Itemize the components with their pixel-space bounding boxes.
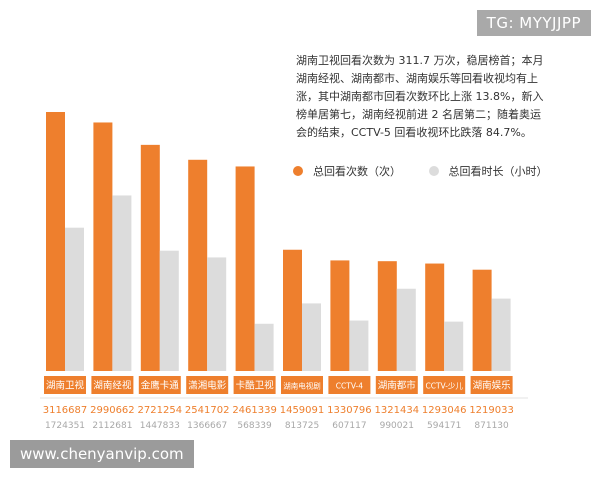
value-label-views-6: 1330796 bbox=[327, 405, 372, 416]
legend-swatch-views bbox=[293, 166, 303, 176]
value-label-views-7: 1321434 bbox=[375, 405, 420, 416]
bar-duration-5 bbox=[302, 303, 321, 371]
value-label-duration-4: 568339 bbox=[237, 421, 272, 431]
category-label-box-7 bbox=[375, 376, 418, 394]
category-label-9: 湖南娱乐 bbox=[473, 380, 512, 392]
category-label-5: 湖南电视剧 bbox=[283, 381, 321, 391]
bar-duration-6 bbox=[349, 320, 369, 371]
value-label-duration-9: 871130 bbox=[474, 421, 509, 431]
value-label-views-4: 2461339 bbox=[232, 405, 277, 416]
value-label-duration-5: 813725 bbox=[285, 421, 319, 431]
category-label-box-2 bbox=[138, 376, 181, 394]
category-label-box-3 bbox=[186, 376, 229, 394]
category-label-box-0 bbox=[44, 376, 86, 394]
value-label-views-2: 2721254 bbox=[138, 405, 183, 416]
bar-views-4 bbox=[235, 166, 255, 371]
tg-watermark: TG: MYYJJPP bbox=[476, 10, 591, 36]
legend-label-duration: 总回看时长（小时） bbox=[448, 165, 548, 178]
bar-views-8 bbox=[425, 263, 445, 371]
bar-views-2 bbox=[140, 144, 160, 371]
bar-duration-8 bbox=[444, 321, 464, 371]
bar-duration-2 bbox=[159, 250, 179, 371]
bar-duration-9 bbox=[491, 298, 511, 371]
bar-views-5 bbox=[283, 249, 302, 371]
category-label-8: CCTV-少儿 bbox=[425, 382, 463, 391]
bar-views-1 bbox=[93, 122, 113, 371]
value-label-duration-6: 607117 bbox=[332, 421, 366, 431]
legend: 总回看次数（次） 总回看时长（小时） bbox=[293, 163, 572, 179]
category-label-4: 卡酷卫视 bbox=[236, 380, 275, 392]
value-label-duration-2: 1447833 bbox=[140, 421, 180, 431]
bar-views-6 bbox=[330, 260, 350, 371]
bar-duration-3 bbox=[207, 257, 227, 371]
site-watermark: www.chenyanvip.com bbox=[10, 440, 194, 468]
category-label-box-9 bbox=[470, 376, 513, 394]
value-label-duration-0: 1724351 bbox=[45, 421, 85, 431]
bar-views-0 bbox=[46, 112, 65, 371]
value-label-views-0: 3116687 bbox=[43, 405, 88, 416]
category-label-box-6 bbox=[328, 376, 371, 394]
category-label-box-1 bbox=[91, 376, 134, 394]
category-label-2: 金鹰卡通 bbox=[141, 380, 180, 392]
value-label-duration-3: 1366667 bbox=[187, 421, 227, 431]
value-label-views-9: 1219033 bbox=[469, 405, 514, 416]
category-label-1: 湖南经视 bbox=[93, 380, 132, 392]
bar-duration-0 bbox=[65, 227, 84, 371]
value-label-views-1: 2990662 bbox=[90, 405, 135, 416]
value-label-views-5: 1459091 bbox=[280, 405, 325, 416]
value-label-views-8: 1293046 bbox=[422, 405, 467, 416]
annotation-text: 湖南卫视回看次数为 311.7 万次，稳居榜首；本月 湖南经视、湖南都市、湖南娱… bbox=[296, 54, 544, 139]
category-label-7: 湖南都市 bbox=[378, 380, 417, 392]
value-label-views-3: 2541702 bbox=[185, 405, 230, 416]
bar-views-7 bbox=[377, 261, 397, 371]
value-label-duration-7: 990021 bbox=[380, 421, 414, 431]
category-label-box-5 bbox=[281, 376, 323, 394]
bar-views-9 bbox=[472, 269, 492, 371]
legend-swatch-duration bbox=[428, 166, 439, 176]
legend-item-duration: 总回看时长（小时） bbox=[428, 163, 548, 179]
value-label-duration-8: 594171 bbox=[427, 421, 461, 431]
legend-item-views: 总回看次数（次） bbox=[293, 163, 401, 179]
category-label-3: 潇湘电影 bbox=[188, 380, 227, 392]
bar-duration-7 bbox=[396, 288, 416, 371]
legend-label-views: 总回看次数（次） bbox=[313, 165, 401, 178]
category-label-box-4 bbox=[233, 376, 276, 394]
bar-views-3 bbox=[188, 159, 208, 371]
category-label-6: CCTV-4 bbox=[336, 382, 363, 391]
value-label-duration-1: 2112681 bbox=[92, 421, 132, 431]
category-label-0: 湖南卫视 bbox=[46, 380, 85, 392]
category-label-box-8 bbox=[423, 376, 466, 394]
bar-duration-4 bbox=[254, 323, 274, 371]
bar-duration-1 bbox=[112, 195, 132, 371]
